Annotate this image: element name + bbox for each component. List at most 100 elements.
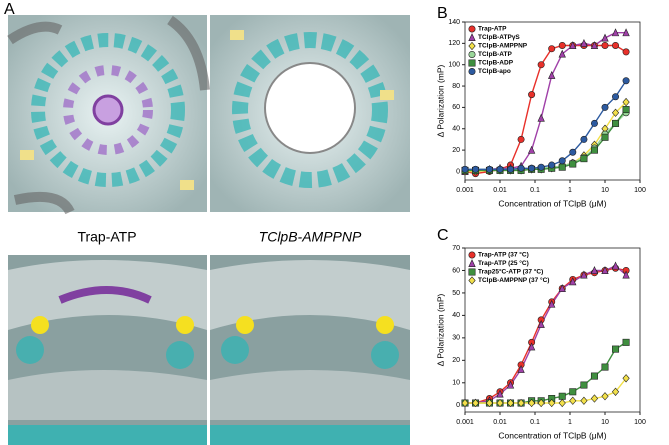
data-point xyxy=(528,91,536,99)
y-tick-label: 20 xyxy=(452,147,460,154)
y-tick-label: 120 xyxy=(448,40,460,47)
x-tick-label: 10 xyxy=(601,187,609,194)
data-line xyxy=(465,341,627,404)
y-tick-label: 40 xyxy=(452,312,460,319)
data-point xyxy=(548,161,556,169)
data-point xyxy=(612,345,620,353)
x-tick-label: 1 xyxy=(568,187,572,194)
y-tick-label: 0 xyxy=(456,168,460,175)
data-point xyxy=(590,119,598,127)
y-tick-label: 10 xyxy=(452,380,460,387)
data-point xyxy=(580,155,588,163)
data-point xyxy=(590,266,599,274)
x-tick-label: 0.001 xyxy=(456,419,474,426)
data-point xyxy=(580,396,588,405)
data-point xyxy=(485,165,493,173)
legend-marker xyxy=(468,251,476,259)
data-point xyxy=(580,381,588,389)
data-point xyxy=(528,164,536,172)
data-point xyxy=(601,133,609,141)
data-point xyxy=(485,398,494,408)
data-point xyxy=(506,398,515,408)
data-point xyxy=(580,135,588,143)
legend-marker xyxy=(468,25,476,33)
x-tick-label: 0.001 xyxy=(456,187,474,194)
x-tick-label: 100 xyxy=(634,419,646,426)
image-caption: TClpB-AMPPNP xyxy=(259,229,362,245)
legend-marker xyxy=(468,68,476,76)
panel-label: B xyxy=(437,5,448,22)
data-point xyxy=(601,392,609,401)
data-point xyxy=(496,165,504,173)
x-axis-label: Concentration of TClpB (μM) xyxy=(498,430,606,440)
structure-image xyxy=(210,255,410,445)
data-point xyxy=(558,392,566,400)
x-tick-label: 10 xyxy=(601,419,609,426)
data-point xyxy=(601,363,609,371)
data-point xyxy=(517,135,525,143)
data-point xyxy=(590,394,599,403)
data-point xyxy=(569,388,577,396)
y-tick-label: 60 xyxy=(452,267,460,274)
legend-label: TClpB-ATP xyxy=(478,51,512,58)
data-point xyxy=(580,270,588,279)
data-point xyxy=(558,284,566,292)
data-point xyxy=(569,396,577,405)
data-point xyxy=(569,148,577,156)
data-line xyxy=(465,109,627,172)
data-point xyxy=(590,146,598,154)
data-point xyxy=(601,103,609,111)
legend-marker xyxy=(468,41,476,51)
data-point xyxy=(548,45,556,53)
legend-label: Trap-ATP (37 °C) xyxy=(478,251,529,259)
y-tick-label: 140 xyxy=(448,19,460,26)
data-point xyxy=(612,41,620,49)
y-tick-label: 70 xyxy=(452,245,460,252)
data-point xyxy=(507,165,515,173)
data-point xyxy=(537,61,545,69)
data-point xyxy=(506,380,515,389)
legend-label: TClpB-AMPPNP (37 °C) xyxy=(478,276,549,284)
structure-image xyxy=(8,255,207,445)
data-point xyxy=(496,398,504,408)
data-point xyxy=(622,97,630,107)
data-point xyxy=(548,70,556,79)
data-point xyxy=(461,165,469,173)
data-point xyxy=(622,48,630,56)
data-point xyxy=(537,398,545,408)
data-line xyxy=(465,80,627,171)
y-tick-label: 60 xyxy=(452,104,460,111)
y-tick-label: 20 xyxy=(452,357,460,364)
data-point xyxy=(537,163,545,171)
x-tick-label: 0.01 xyxy=(493,419,507,426)
plot-frame xyxy=(464,21,641,181)
legend-marker xyxy=(468,268,476,276)
data-point xyxy=(496,389,504,398)
data-point xyxy=(558,157,566,165)
data-point xyxy=(611,28,620,37)
data-point xyxy=(622,338,630,346)
data-point xyxy=(517,364,525,373)
legend-label: Trap-ATP (25 °C) xyxy=(478,259,529,267)
data-point xyxy=(601,33,609,42)
data-point xyxy=(461,398,469,408)
data-point xyxy=(517,164,525,172)
data-point xyxy=(611,261,620,270)
data-point xyxy=(537,113,545,122)
data-point xyxy=(611,108,620,117)
data-point xyxy=(590,41,599,49)
data-point xyxy=(622,106,630,114)
legend-marker xyxy=(468,276,476,285)
data-point xyxy=(471,398,480,408)
data-point xyxy=(612,93,620,101)
data-point xyxy=(601,266,609,274)
data-point xyxy=(517,398,525,408)
y-axis-label: Δ Polarization (mP) xyxy=(435,293,445,366)
data-line xyxy=(465,267,627,404)
data-point xyxy=(558,49,566,58)
legend-label: TClpB-ATPγS xyxy=(478,34,520,41)
data-point xyxy=(528,398,536,408)
data-point xyxy=(622,77,630,85)
data-point xyxy=(472,165,480,173)
